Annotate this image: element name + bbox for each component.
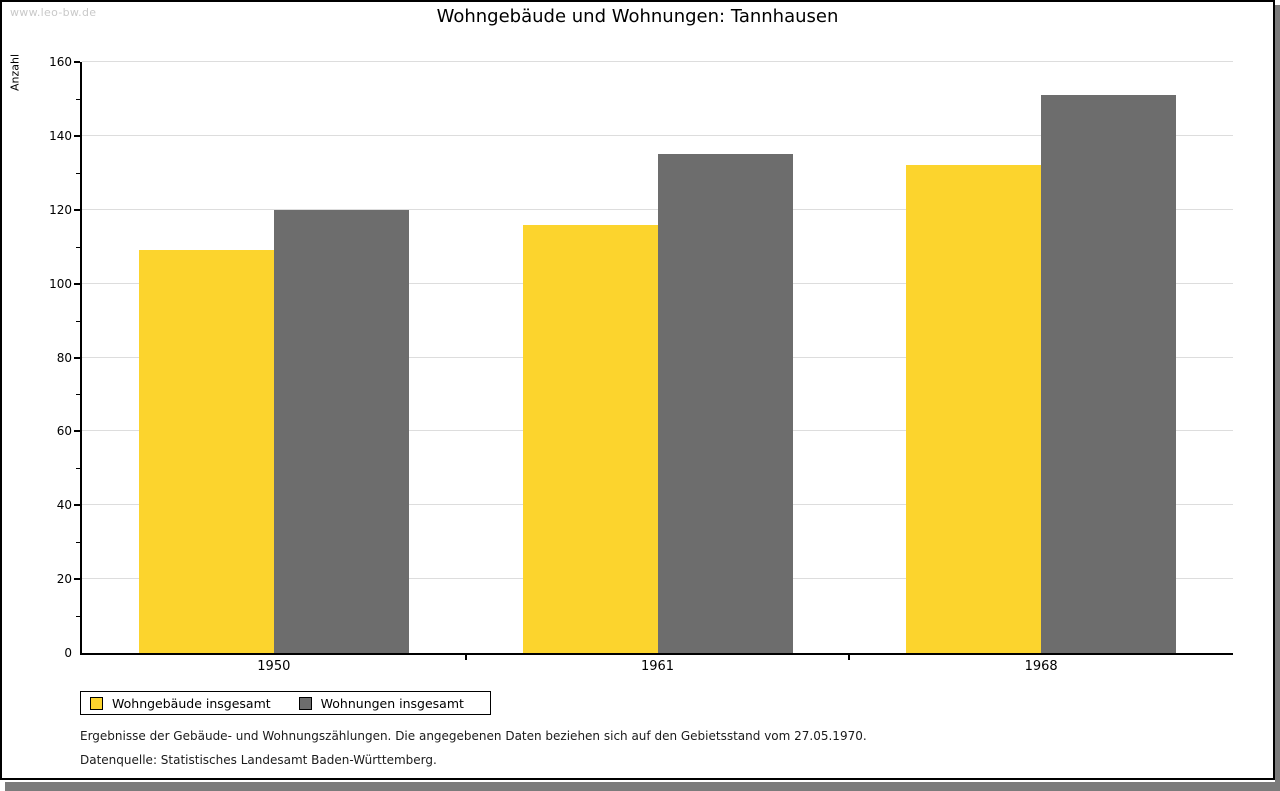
x-tick-label: 1950 [257, 659, 291, 674]
bar-wohngebaeude-1961 [522, 224, 658, 653]
y-axis-tick [74, 430, 80, 433]
y-axis-tick [74, 282, 80, 285]
x-axis-tick [464, 655, 467, 660]
footnote-source: Datenquelle: Statistisches Landesamt Bad… [80, 753, 437, 767]
gridline [82, 61, 1233, 62]
plot-area: 0 20 40 60 80 100 120 140 160 1950 1961 1968 [49, 56, 1233, 674]
footnote-results: Ergebnisse der Gebäude- und Wohnungszähl… [80, 729, 867, 743]
y-tick-label: 20 [56, 572, 72, 587]
y-tick-label: 160 [49, 55, 72, 69]
y-axis-tick [74, 61, 80, 63]
bar-wohnungen-1968 [1041, 95, 1177, 653]
legend-item-wohngebaeude: Wohngebäude insgesamt [90, 696, 271, 711]
y-axis-title: Anzahl [8, 53, 22, 92]
bar-wohnungen-1961 [657, 154, 793, 653]
frame-shadow-bottom [5, 782, 1280, 791]
y-axis-minor-tick [76, 246, 80, 248]
bar-wohnungen-1950 [273, 209, 409, 653]
legend-label: Wohngebäude insgesamt [112, 695, 271, 711]
legend-label: Wohnungen insgesamt [320, 695, 464, 711]
y-axis-minor-tick [76, 542, 80, 544]
x-tick-label: 1961 [640, 659, 675, 674]
y-axis-minor-tick [76, 320, 80, 322]
x-axis-tick [848, 655, 851, 660]
y-tick-label: 100 [49, 276, 72, 291]
y-axis-tick [74, 134, 80, 137]
y-axis-minor-tick [76, 468, 80, 470]
legend-swatch-yellow-icon [90, 696, 103, 710]
x-tick-label: 1968 [1024, 659, 1058, 674]
bar-wohngebaeude-1968 [906, 165, 1042, 653]
frame-shadow-right [1275, 5, 1280, 791]
legend: Wohngebäude insgesamt Wohnungen insgesam… [80, 691, 491, 715]
y-tick-label: 80 [56, 350, 72, 365]
y-tick-label: 60 [56, 424, 72, 439]
y-axis-minor-tick [76, 172, 80, 174]
y-tick-label: 140 [49, 128, 72, 143]
y-tick-label: 0 [64, 646, 72, 660]
chart-title: Wohngebäude und Wohnungen: Tannhausen [436, 6, 839, 27]
watermark: www.leo-bw.de [10, 6, 97, 19]
y-axis-tick [74, 504, 80, 507]
y-axis-tick [74, 578, 80, 581]
y-axis-tick [74, 208, 80, 211]
y-axis-tick [74, 356, 80, 359]
y-tick-label: 40 [56, 498, 72, 513]
gridline [82, 134, 1233, 136]
legend-swatch-gray-icon [298, 696, 312, 710]
bar-wohngebaeude-1950 [138, 250, 274, 653]
y-axis-minor-tick [76, 394, 80, 396]
legend-item-wohnungen: Wohnungen insgesamt [298, 695, 464, 711]
y-tick-label: 120 [49, 202, 72, 217]
y-axis-minor-tick [76, 616, 80, 618]
y-axis-minor-tick [76, 98, 80, 100]
